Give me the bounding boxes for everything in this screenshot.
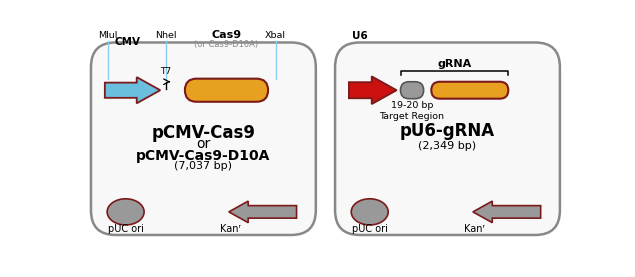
Text: (or Cas9-D10A): (or Cas9-D10A)	[194, 40, 258, 49]
FancyArrow shape	[229, 201, 297, 223]
FancyBboxPatch shape	[335, 42, 560, 235]
Text: or: or	[196, 137, 211, 151]
Text: MluI: MluI	[98, 31, 117, 40]
Text: CMV: CMV	[115, 37, 141, 47]
Text: XbaI: XbaI	[265, 31, 286, 40]
Text: (7,037 bp): (7,037 bp)	[175, 161, 232, 171]
Text: Kanʳ: Kanʳ	[464, 224, 485, 234]
Ellipse shape	[351, 199, 388, 225]
FancyArrow shape	[349, 76, 397, 104]
Text: pUC ori: pUC ori	[352, 224, 387, 234]
Text: pU6-gRNA: pU6-gRNA	[400, 122, 495, 140]
Text: gRNA: gRNA	[438, 60, 472, 70]
FancyBboxPatch shape	[431, 82, 508, 99]
Text: (2,349 bp): (2,349 bp)	[418, 141, 476, 151]
Text: T7: T7	[160, 67, 171, 76]
FancyBboxPatch shape	[91, 42, 316, 235]
Text: Cas9: Cas9	[211, 30, 241, 40]
FancyBboxPatch shape	[185, 79, 268, 102]
Text: pCMV-Cas9: pCMV-Cas9	[151, 124, 255, 142]
Text: NheI: NheI	[156, 31, 177, 40]
FancyBboxPatch shape	[401, 82, 424, 99]
Text: pUC ori: pUC ori	[108, 224, 144, 234]
FancyArrow shape	[105, 77, 160, 103]
Ellipse shape	[107, 199, 144, 225]
FancyArrow shape	[473, 201, 540, 223]
Text: 19-20 bp
Target Region: 19-20 bp Target Region	[380, 101, 444, 121]
Text: pCMV-Cas9-D10A: pCMV-Cas9-D10A	[136, 149, 271, 163]
Text: Kanʳ: Kanʳ	[220, 224, 241, 234]
Text: U6: U6	[352, 31, 368, 41]
